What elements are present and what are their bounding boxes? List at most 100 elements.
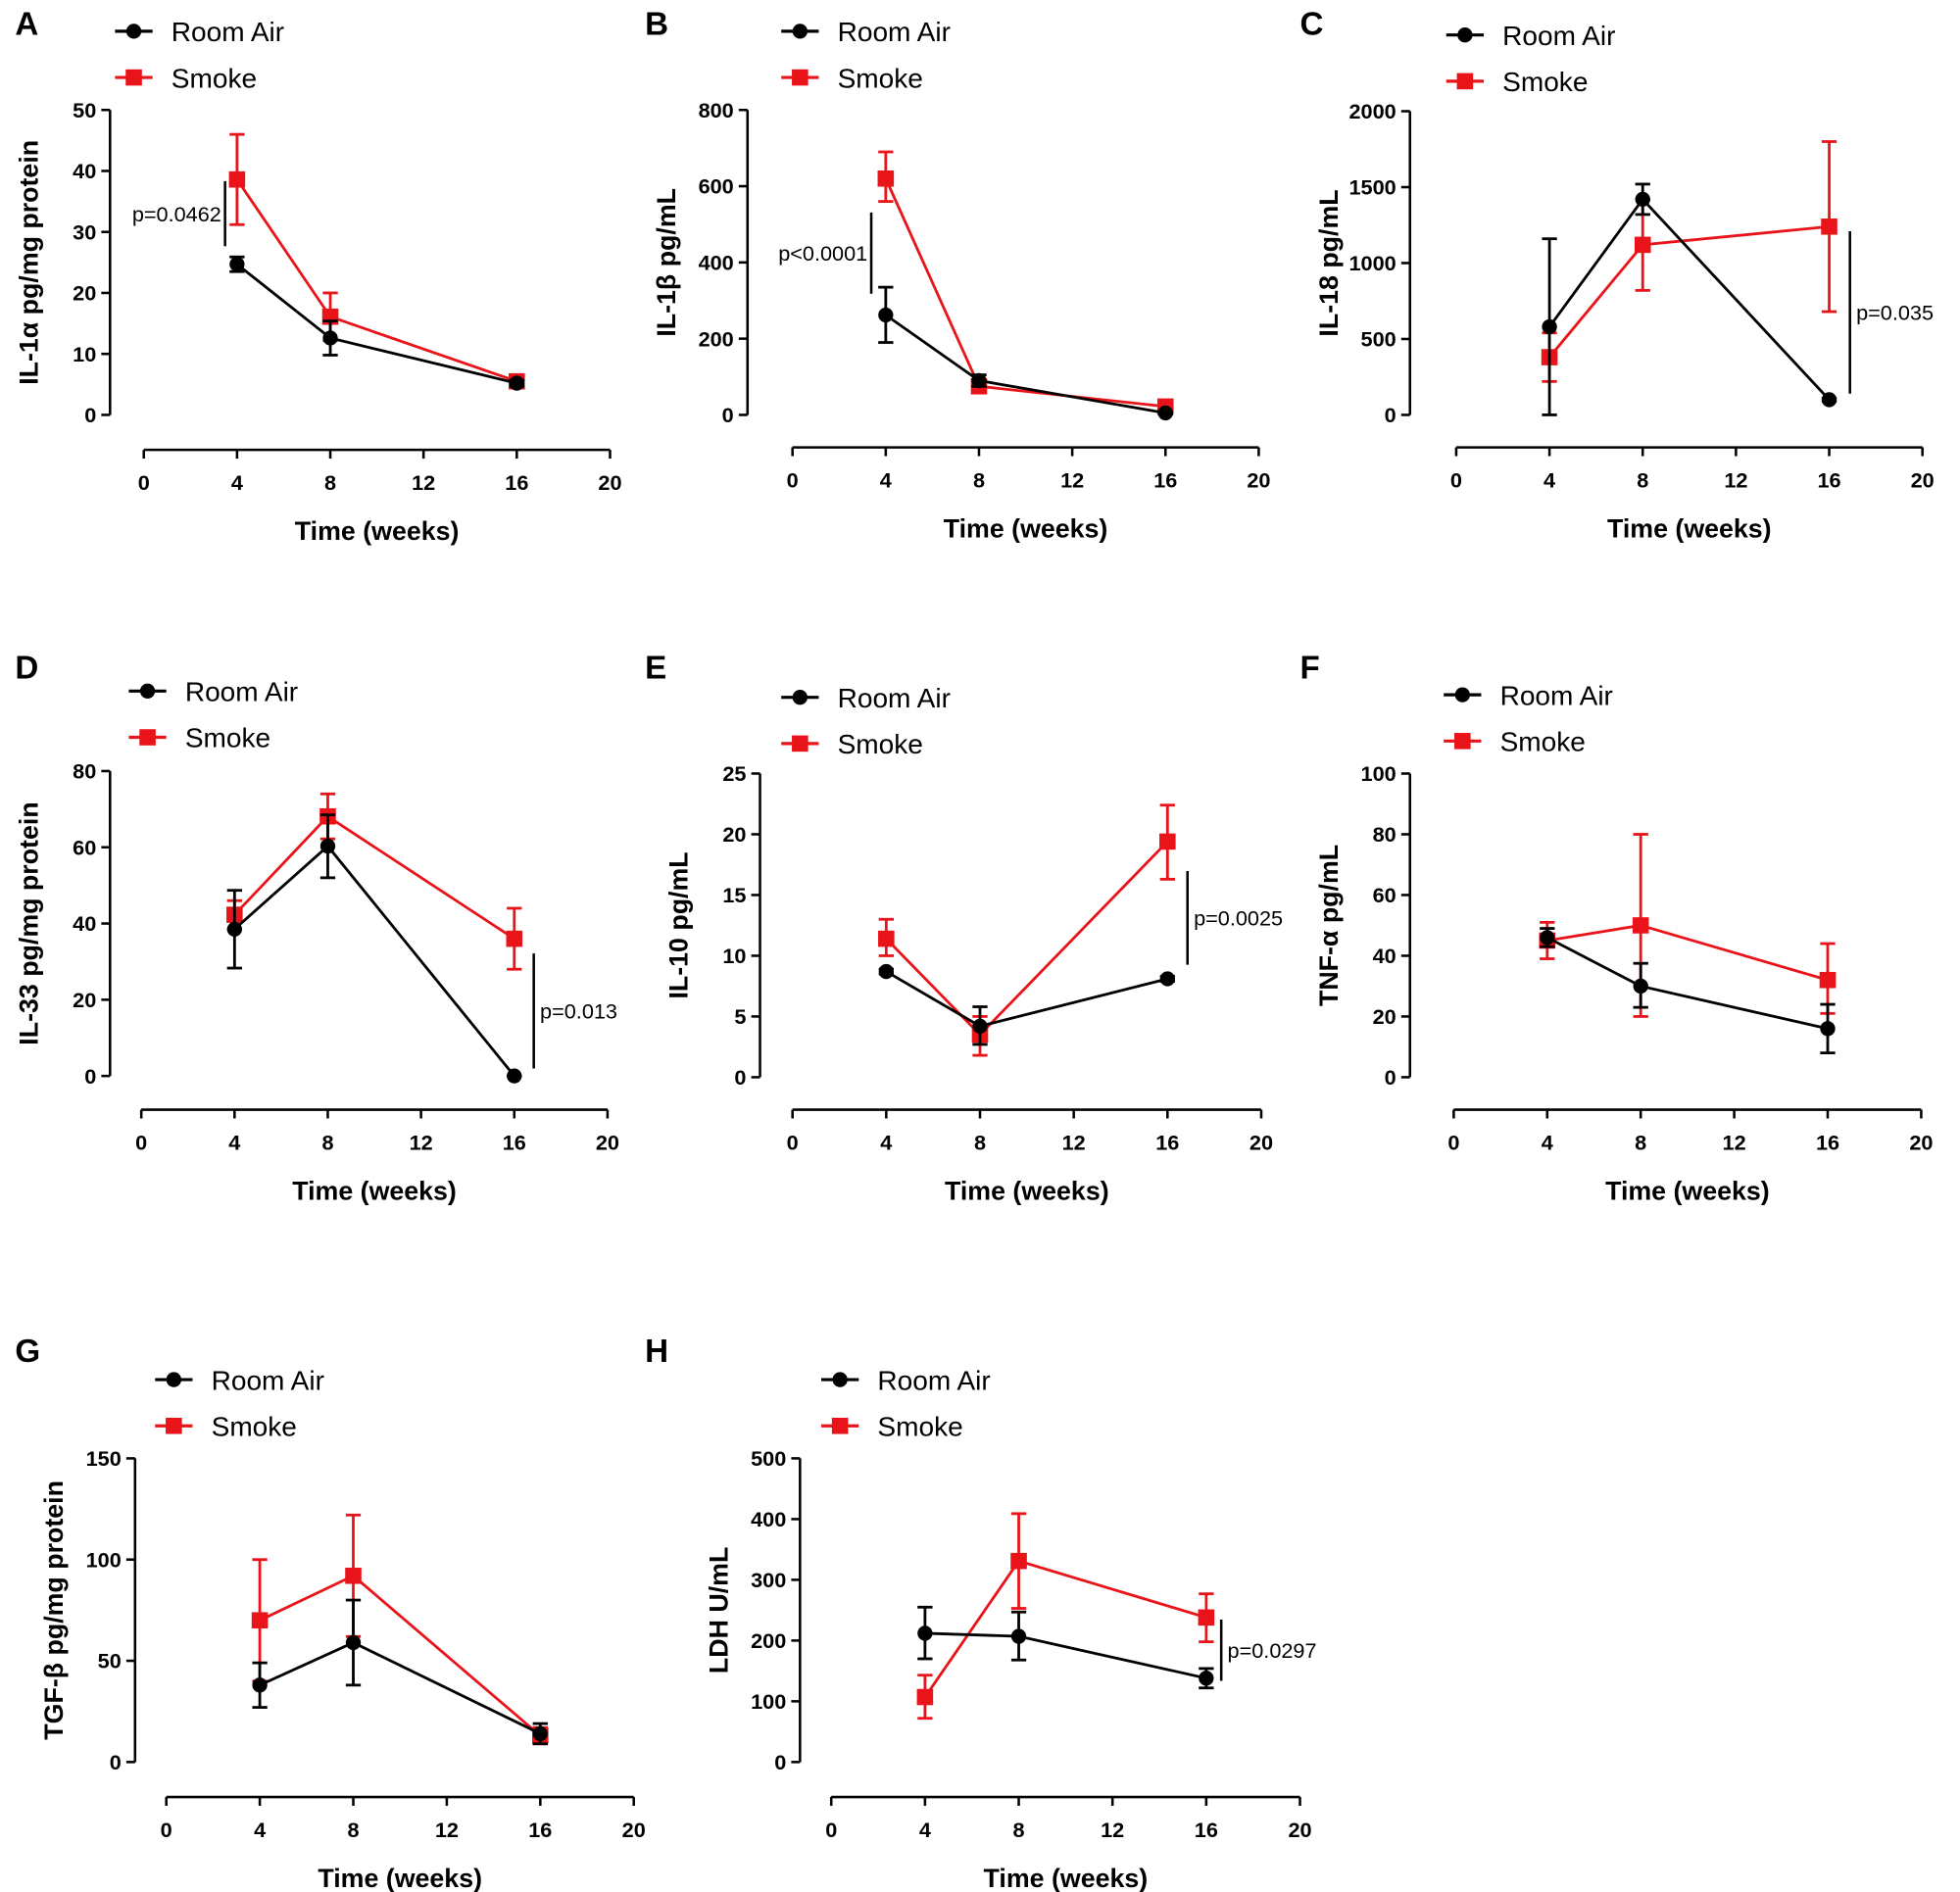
series-line (233, 814, 515, 941)
y-axis-label: TNF-α pg/mL (1314, 845, 1344, 1006)
series-line (1546, 924, 1829, 982)
y-tick-label: 100 (1361, 761, 1396, 786)
p-value: p=0.035 (1856, 301, 1934, 325)
x-tick-label: 12 (412, 470, 435, 495)
y-tick-label: 20 (1373, 1004, 1396, 1029)
y-tick-label: 500 (1361, 327, 1396, 352)
data-point (971, 372, 987, 389)
legend-marker (792, 24, 808, 39)
p-value: p<0.0001 (778, 241, 867, 266)
data-point (1821, 218, 1838, 235)
y-tick-label: 0 (84, 403, 96, 427)
y-tick-label: 40 (1373, 944, 1396, 968)
y-tick-label: 15 (722, 883, 746, 907)
x-tick-label: 8 (1013, 1818, 1025, 1842)
y-tick-label: 0 (1385, 1065, 1396, 1090)
y-tick-label: 10 (722, 944, 746, 968)
data-point (878, 963, 894, 980)
series-room-air (1540, 927, 1836, 1055)
y-tick-label: 60 (1373, 883, 1396, 907)
legend-label: Room Air (877, 1365, 990, 1395)
data-point (1542, 318, 1557, 335)
x-axis-label: Time (weeks) (945, 1176, 1109, 1205)
y-tick-label: 1000 (1348, 251, 1396, 275)
panel-g: G Room Air Smoke 0 50 100 150 TGF-β pg/mg prote… (15, 1334, 645, 1892)
y-tick-label: 600 (699, 174, 734, 199)
x-tick-label: 4 (919, 1818, 931, 1842)
y-tick-label: 200 (699, 326, 734, 351)
series-line (885, 314, 1166, 414)
series-line (884, 177, 1166, 409)
x-tick-label: 20 (596, 1130, 619, 1154)
x-tick-label: 0 (1450, 467, 1462, 492)
data-point (1634, 236, 1651, 254)
y-tick-label: 20 (73, 988, 96, 1012)
legend-marker (792, 735, 808, 752)
x-axis-label: Time (weeks) (1605, 1176, 1770, 1205)
data-point (1633, 978, 1648, 995)
series-line (1546, 936, 1829, 1031)
data-point (506, 930, 523, 947)
panel-e: E Room Air Smoke 0 5 10 15 20 25 IL-10 pg/mL 0 4 8 12… (645, 651, 1283, 1206)
y-tick-label: 80 (1373, 822, 1396, 847)
data-point (509, 375, 524, 391)
data-point (228, 170, 246, 188)
legend-marker (832, 1372, 848, 1387)
data-point (1632, 917, 1649, 934)
x-tick-label: 12 (410, 1130, 433, 1154)
legend-label: Room Air (1500, 680, 1613, 710)
x-tick-label: 4 (1542, 1130, 1553, 1154)
panel-b: B Room Air Smoke 0 200 400 600 800 IL-1β pg/mL 0 4… (645, 7, 1270, 544)
data-point (878, 307, 894, 323)
y-tick-label: 40 (73, 911, 96, 936)
series-smoke (228, 132, 525, 390)
data-point (1199, 1671, 1214, 1686)
y-axis-label: IL-10 pg/mL (664, 851, 694, 998)
legend-label: Smoke (1502, 67, 1588, 97)
y-tick-label: 5 (734, 1004, 746, 1029)
y-tick-label: 0 (734, 1065, 746, 1090)
data-point (507, 1068, 522, 1084)
series-smoke (877, 150, 1174, 415)
x-tick-label: 8 (321, 1130, 333, 1154)
y-tick-label: 100 (751, 1689, 786, 1714)
y-tick-label: 50 (73, 98, 96, 122)
y-tick-label: 10 (73, 342, 96, 366)
x-axis-label: Time (weeks) (292, 1176, 457, 1205)
x-tick-label: 16 (1195, 1818, 1218, 1842)
legend-label: Smoke (838, 63, 923, 93)
y-tick-label: 400 (699, 250, 734, 274)
x-tick-label: 16 (505, 470, 528, 495)
panel-h: H Room Air Smoke 0 100 200 300 400 500 LDH U/mL 0 4… (645, 1334, 1316, 1892)
x-tick-label: 4 (254, 1818, 266, 1842)
data-point (1820, 1021, 1836, 1037)
series-room-air (1542, 182, 1838, 416)
panel-letter: B (645, 7, 668, 43)
series-line (923, 1559, 1207, 1698)
y-tick-label: 25 (722, 761, 746, 786)
y-axis-label: IL-18 pg/mL (1314, 189, 1344, 336)
legend-marker (139, 683, 156, 699)
y-axis-label: IL-1α pg/mg protein (14, 140, 43, 385)
legend-label: Room Air (838, 683, 951, 713)
y-axis-label: IL-1β pg/mL (652, 188, 681, 337)
x-tick-label: 0 (825, 1818, 837, 1842)
x-tick-label: 20 (1909, 1130, 1933, 1154)
x-tick-label: 4 (228, 1130, 240, 1154)
y-tick-label: 2000 (1348, 99, 1396, 123)
panel-letter: G (15, 1334, 40, 1370)
x-tick-label: 0 (161, 1818, 172, 1842)
series-room-air (226, 813, 522, 1084)
series-smoke (226, 792, 523, 971)
legend-marker (125, 24, 142, 39)
series-line (1548, 224, 1830, 359)
x-tick-label: 16 (503, 1130, 526, 1154)
y-tick-label: 400 (751, 1507, 786, 1531)
legend-marker (1456, 73, 1474, 90)
data-point (229, 257, 245, 272)
data-point (877, 170, 895, 187)
legend-label: Smoke (838, 729, 923, 759)
legend-label: Smoke (212, 1411, 297, 1441)
